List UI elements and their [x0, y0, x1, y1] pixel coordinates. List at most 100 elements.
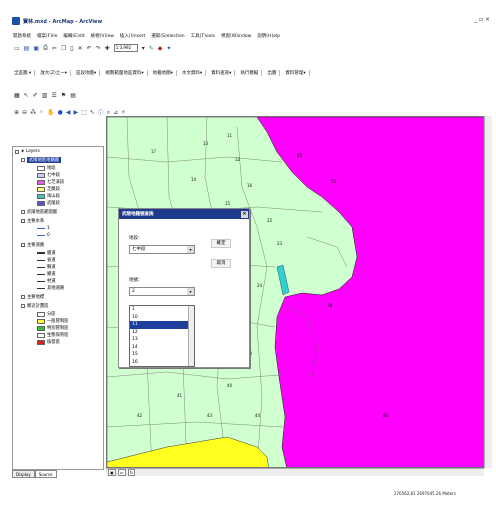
fixed-zoom-in-icon[interactable]: ⁂ — [30, 109, 37, 116]
dropdown-scrollbar[interactable] — [188, 306, 194, 366]
toc-layer-planning[interactable]: 鄰近計畫區 — [21, 303, 48, 309]
layout-view-button[interactable]: ▭ — [117, 469, 126, 476]
map-vertical-scrollbar[interactable] — [484, 116, 492, 468]
tab-display[interactable]: Display — [12, 470, 35, 478]
select-elements-icon[interactable]: ↖ — [89, 109, 95, 116]
select-features-icon[interactable]: ⬚ — [81, 109, 87, 116]
custom-menu-3[interactable]: 規劃範圍地區資料▾ — [105, 70, 148, 76]
layer-icon[interactable]: ▥ — [41, 92, 48, 99]
dropdown-option[interactable]: 15 — [132, 352, 138, 357]
legend-label: 鄉道 — [47, 272, 56, 277]
toc-layer-cadastral[interactable]: 武陵地區地籍圖 — [21, 157, 62, 163]
number-dropdown-icon[interactable]: ▾ — [187, 288, 194, 295]
redo-icon[interactable]: ↷ — [95, 44, 101, 52]
dropdown-option[interactable]: 1 — [132, 307, 135, 312]
map-horizontal-scrollbar[interactable] — [106, 468, 484, 476]
dropdown-option[interactable]: 10 — [132, 314, 138, 320]
menu-item-4[interactable]: 插入(I)nsert — [119, 34, 146, 39]
custom-menu-1[interactable]: 放大(Z)之一▾ — [40, 70, 72, 76]
parcel-number-label: 40 — [227, 383, 233, 388]
custom-menu-7[interactable]: 執行模擬 — [240, 70, 263, 76]
toc-layer-water[interactable]: 主要水系 — [21, 218, 44, 224]
menu-item-7[interactable]: 視窗(W)indow — [220, 34, 252, 39]
cut-icon[interactable]: ✂ — [51, 44, 57, 52]
menu-item-3[interactable]: 檢視(V)iew — [90, 34, 114, 39]
print-icon[interactable]: ⎙ — [43, 44, 48, 51]
back-extent-icon[interactable]: ◀ — [65, 109, 71, 116]
sketch-icon[interactable]: ↖ — [23, 92, 29, 99]
layer-checkbox[interactable] — [21, 243, 25, 247]
pen-icon[interactable]: ✐ — [32, 92, 38, 99]
tab-source[interactable]: Source — [34, 470, 57, 478]
custom-menu-5[interactable]: 水文資料▾ — [182, 70, 207, 76]
forward-extent-icon[interactable]: ▶ — [73, 109, 79, 116]
menu-item-5[interactable]: 選取(S)election — [151, 34, 185, 39]
menu-item-8[interactable]: 說明(H)elp — [257, 34, 281, 39]
cancel-button[interactable]: 取消 — [211, 259, 231, 268]
custom-menu-9[interactable]: 資料管理▾ — [285, 70, 310, 76]
refresh-view-button[interactable]: ↻ — [127, 469, 135, 476]
dropdown-option[interactable]: 12 — [132, 329, 138, 335]
delete-icon[interactable]: ✕ — [77, 44, 83, 52]
find-icon[interactable]: ⌕ — [106, 108, 111, 116]
dropdown-option[interactable]: 11 — [130, 321, 194, 329]
hyperlink-icon[interactable]: ⚡ — [121, 109, 126, 116]
layers-collapse-icon[interactable] — [15, 149, 19, 154]
flag-icon[interactable]: ⚑ — [60, 92, 67, 99]
help-pointer-icon[interactable]: ✦ — [166, 44, 172, 52]
save-icon[interactable]: ▣ — [33, 44, 40, 52]
undo-icon[interactable]: ↶ — [86, 44, 92, 52]
layer-label: 主要道路 — [27, 243, 45, 248]
grid-icon[interactable]: ▦ — [14, 92, 20, 99]
dialog-close-button[interactable]: × — [241, 210, 248, 218]
identify-icon[interactable]: ⓘ — [97, 110, 104, 117]
dropdown-option[interactable]: 13 — [132, 337, 138, 342]
menu-item-2[interactable]: 編輯(E)dit — [63, 34, 85, 39]
ok-button[interactable]: 確定 — [211, 239, 231, 248]
layer-checkbox[interactable] — [21, 210, 25, 214]
open-folder-icon[interactable]: ▤ — [23, 44, 30, 52]
map-scale-input[interactable]: 1:3,992 — [113, 44, 138, 52]
copy-icon[interactable]: ❐ — [60, 44, 67, 52]
toc-layer-range[interactable]: 武陵地區範圍圖 — [21, 209, 57, 215]
table-icon[interactable]: ▤ — [70, 92, 76, 99]
section-combobox[interactable]: 七中段 ▾ — [129, 245, 195, 254]
zoom-out-icon[interactable]: ⊖ — [22, 109, 28, 116]
menu-item-6[interactable]: 工具(T)ools — [190, 34, 215, 39]
pan-icon[interactable]: ✋ — [47, 109, 55, 116]
full-extent-icon[interactable]: ● — [57, 109, 63, 116]
dropdown-option[interactable]: 16 — [132, 359, 138, 365]
zoom-in-icon[interactable]: ⊕ — [14, 109, 20, 116]
arctoolbox-icon[interactable]: ◆ — [157, 44, 163, 52]
measure-icon[interactable]: ⊿ — [113, 109, 119, 116]
toc-legend-cadastral-2: 七芝溪段 — [37, 179, 64, 185]
custom-menu-6[interactable]: 資料查詢▾ — [211, 70, 236, 76]
layer-checkbox[interactable] — [21, 295, 25, 299]
toc-layer-roads[interactable]: 主要道路 — [21, 242, 44, 248]
dropdown-option[interactable]: 14 — [132, 344, 138, 350]
add-data-icon[interactable]: ✚ — [104, 44, 110, 52]
number-dropdown-list[interactable]: 1 10 11 12 13 14 15 16 — [129, 305, 195, 367]
scale-dropdown-icon[interactable]: ▾ — [141, 44, 145, 52]
attribute-icon[interactable]: ☰ — [51, 92, 57, 99]
fixed-zoom-out-icon[interactable]: ⁘ — [39, 109, 45, 116]
paste-icon[interactable]: ▯ — [70, 44, 74, 52]
custom-menu-8[interactable]: 出圖 — [267, 70, 281, 76]
section-dropdown-icon[interactable]: ▾ — [187, 246, 194, 253]
editor-icon[interactable]: ✎ — [148, 44, 154, 52]
data-view-button[interactable]: ▣ — [108, 469, 116, 476]
menu-item-1[interactable]: 檔案(F)ile — [37, 34, 58, 39]
custom-menu-toolbar: 全區圖 ▾ 放大(Z)之一▾ 區段地圖▾ 規劃範圍地區資料▾ 地籍地圖▾ 水文資料▾ 資料查… — [10, 70, 310, 76]
custom-menu-0[interactable]: 全區圖 ▾ — [14, 70, 36, 76]
layer-checkbox[interactable] — [21, 158, 25, 162]
new-document-icon[interactable]: ▭ — [14, 44, 20, 52]
toc-layers-root[interactable]: ◈ Layers — [15, 149, 40, 154]
layer-checkbox[interactable] — [21, 219, 25, 223]
layer-checkbox[interactable] — [21, 304, 25, 308]
window-controls[interactable]: _ ▫ × — [474, 16, 490, 23]
custom-menu-2[interactable]: 區段地圖▾ — [76, 70, 101, 76]
toc-layer-landmarks[interactable]: 主要地標 — [21, 294, 44, 300]
number-combobox[interactable]: 2 ▾ — [129, 287, 195, 296]
custom-menu-4[interactable]: 地籍地圖▾ — [153, 70, 177, 76]
menu-item-0[interactable]: 開啟系統 — [13, 34, 31, 39]
